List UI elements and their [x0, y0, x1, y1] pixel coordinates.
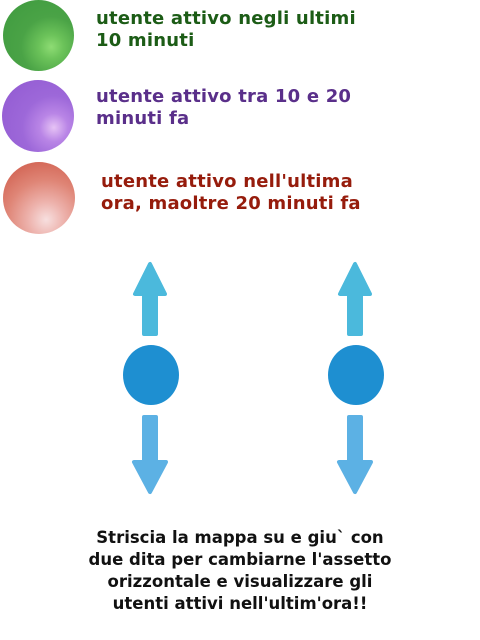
legend-label-old: utente attivo nell'ultima ora, maoltre 2…: [101, 171, 361, 214]
left-finger-gesture: [110, 250, 190, 500]
swipe-up-arrow-icon: [133, 262, 167, 336]
finger-touch-icon: [123, 345, 179, 405]
swipe-down-arrow-icon: [337, 415, 373, 494]
right-finger-gesture: [315, 250, 395, 500]
green-user-dot-icon: [3, 0, 74, 71]
red-user-dot-icon: [3, 162, 75, 234]
legend-label-mid: utente attivo tra 10 e 20 minuti fa: [96, 86, 352, 129]
legend-label-recent: utente attivo negli ultimi 10 minuti: [96, 8, 356, 51]
instruction-text: Striscia la mappa su e giu` con due dita…: [88, 528, 392, 613]
purple-user-dot-icon: [2, 80, 74, 152]
swipe-down-arrow-icon: [132, 415, 168, 494]
finger-touch-icon: [328, 345, 384, 405]
swipe-up-arrow-icon: [338, 262, 372, 336]
